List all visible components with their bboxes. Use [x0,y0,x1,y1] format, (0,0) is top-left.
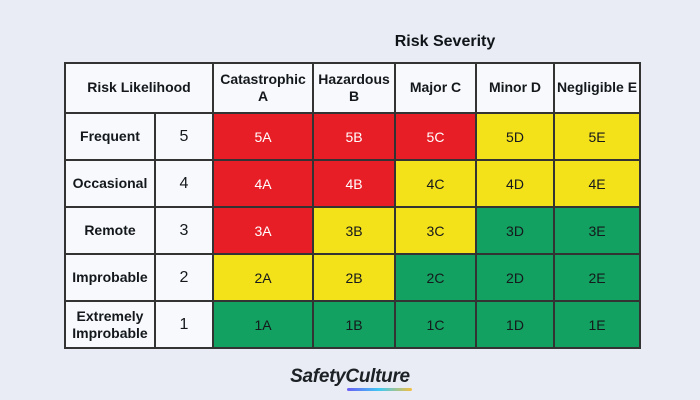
risk-cell-2e: 2E [553,253,641,302]
likelihood-header: Risk Likelihood [64,62,214,114]
risk-cell-3d: 3D [475,206,555,255]
likelihood-value: 1 [154,300,214,349]
severity-header-minor: Minor D [475,62,555,114]
risk-cell-3a: 3A [212,206,314,255]
risk-cell-3b: 3B [312,206,396,255]
header-row: Risk Likelihood Catastrophic A Hazardous… [64,62,641,114]
risk-cell-3e: 3E [553,206,641,255]
risk-cell-2c: 2C [394,253,477,302]
row-remote: Remote 3 3A 3B 3C 3D 3E [64,206,641,255]
likelihood-label: Extremely Improbable [64,300,156,349]
severity-header-major: Major C [394,62,477,114]
risk-cell-1e: 1E [553,300,641,349]
likelihood-label: Remote [64,206,156,255]
risk-cell-4e: 4E [553,159,641,208]
row-extremely-improbable: Extremely Improbable 1 1A 1B 1C 1D 1E [64,300,641,349]
likelihood-label: Frequent [64,112,156,161]
risk-cell-2b: 2B [312,253,396,302]
logo-text-safety: Safety [290,366,346,387]
risk-cell-5a: 5A [212,112,314,161]
likelihood-value: 5 [154,112,214,161]
severity-header-hazardous: Hazardous B [312,62,396,114]
risk-cell-5b: 5B [312,112,396,161]
risk-cell-1c: 1C [394,300,477,349]
row-frequent: Frequent 5 5A 5B 5C 5D 5E [64,112,641,161]
severity-header-catastrophic: Catastrophic A [212,62,314,114]
severity-header-negligible: Negligible E [553,62,641,114]
likelihood-value: 2 [154,253,214,302]
risk-cell-4c: 4C [394,159,477,208]
risk-cell-4a: 4A [212,159,314,208]
risk-cell-2d: 2D [475,253,555,302]
risk-cell-5e: 5E [553,112,641,161]
likelihood-label: Occasional [64,159,156,208]
risk-cell-3c: 3C [394,206,477,255]
risk-cell-2a: 2A [212,253,314,302]
risk-matrix-table: Risk Likelihood Catastrophic A Hazardous… [64,62,641,349]
risk-cell-4b: 4B [312,159,396,208]
row-improbable: Improbable 2 2A 2B 2C 2D 2E [64,253,641,302]
risk-cell-1b: 1B [312,300,396,349]
page-title: Risk Severity [394,33,496,50]
risk-cell-1d: 1D [475,300,555,349]
risk-cell-4d: 4D [475,159,555,208]
logo-underline [347,388,412,391]
logo-culture-word: Culture [345,366,410,387]
row-occasional: Occasional 4 4A 4B 4C 4D 4E [64,159,641,208]
risk-cell-1a: 1A [212,300,314,349]
risk-cell-5c: 5C [394,112,477,161]
logo-text-culture: Culture [345,366,412,391]
risk-cell-5d: 5D [475,112,555,161]
likelihood-label: Improbable [64,253,156,302]
likelihood-value: 3 [154,206,214,255]
safetyculture-logo: SafetyCulture [0,366,700,391]
likelihood-value: 4 [154,159,214,208]
